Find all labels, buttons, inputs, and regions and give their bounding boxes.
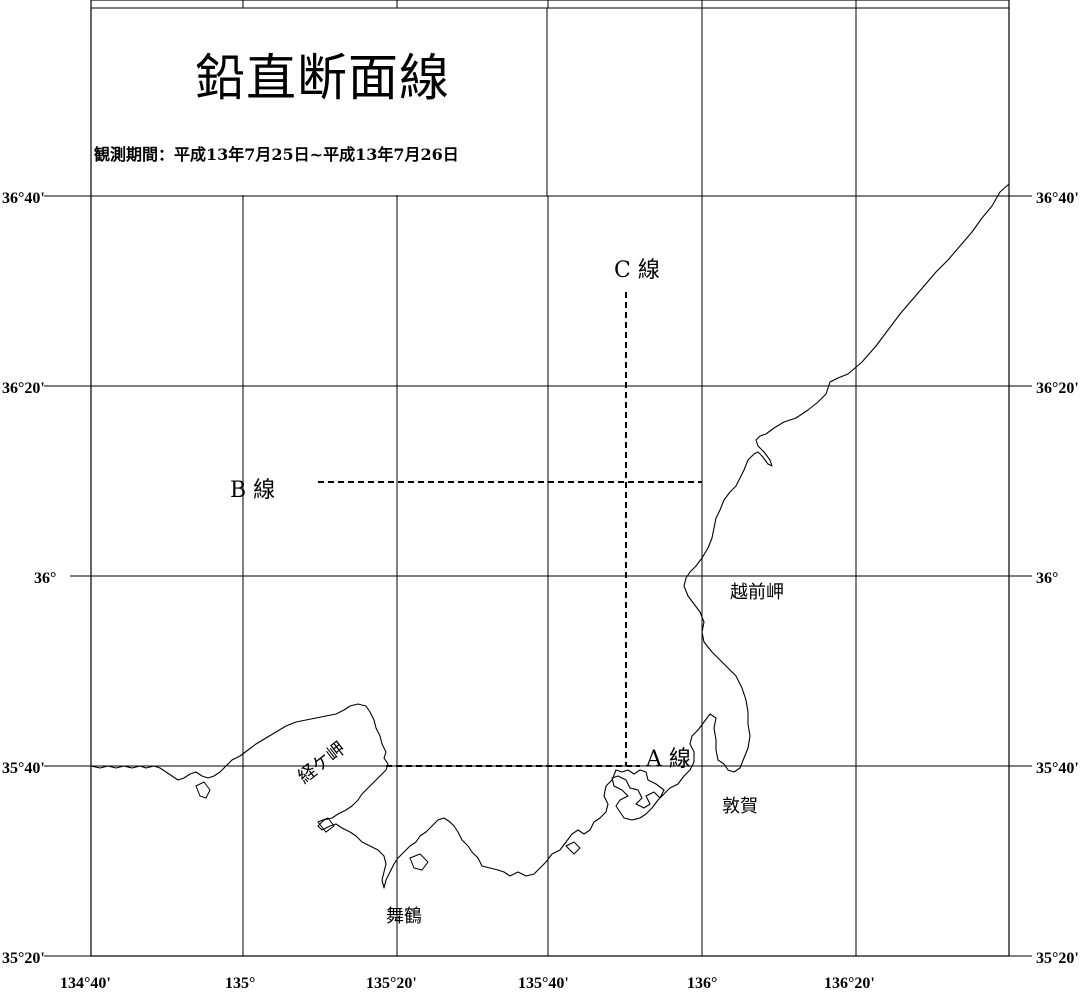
lon-label-134-40: 134°40' xyxy=(60,975,111,992)
section-label-a: A 線 xyxy=(645,747,691,772)
section-lines xyxy=(318,292,702,767)
section-label-c: C 線 xyxy=(614,258,660,283)
place-maizuru: 舞鶴 xyxy=(386,906,422,927)
lat-label-right-35-40: 35°40' xyxy=(1036,760,1079,777)
lat-label-right-36-20: 36°20' xyxy=(1036,380,1079,397)
coastline xyxy=(90,183,1010,889)
islet-3 xyxy=(409,853,429,871)
lat-label-left-36-40: 36°40' xyxy=(2,190,45,207)
lon-label-136: 136° xyxy=(687,975,717,992)
lat-label-right-36: 36° xyxy=(1036,570,1058,587)
lon-label-135-20: 135°20' xyxy=(366,975,417,992)
lat-label-right-35-20: 35°20' xyxy=(1036,950,1079,967)
lon-label-136-20: 136°20' xyxy=(824,975,875,992)
lat-label-left-36: 36° xyxy=(34,570,56,587)
place-echizen: 越前岬 xyxy=(730,582,784,603)
lat-label-right-36-40: 36°40' xyxy=(1036,190,1079,207)
lon-label-135-40: 135°40' xyxy=(518,975,569,992)
lat-label-left-35-20: 35°20' xyxy=(2,950,45,967)
lon-label-135: 135° xyxy=(225,975,255,992)
map-title: 鉛直断面線 xyxy=(195,49,450,107)
parallel-grid xyxy=(44,195,1032,957)
islet-4 xyxy=(317,817,335,833)
islet-2 xyxy=(565,841,581,855)
lat-label-left-35-40: 35°40' xyxy=(2,760,45,777)
islet-1 xyxy=(195,781,211,799)
lat-label-left-36-20: 36°20' xyxy=(2,380,45,397)
place-tsuruga: 敦賀 xyxy=(722,796,758,817)
observation-period: 観測期間：平成13年7月25日~平成13年7月26日 xyxy=(94,145,459,164)
place-kyogamisaki: 経ケ岬 xyxy=(294,738,349,788)
section-label-b: B 線 xyxy=(230,478,275,503)
title-panel xyxy=(92,8,547,195)
